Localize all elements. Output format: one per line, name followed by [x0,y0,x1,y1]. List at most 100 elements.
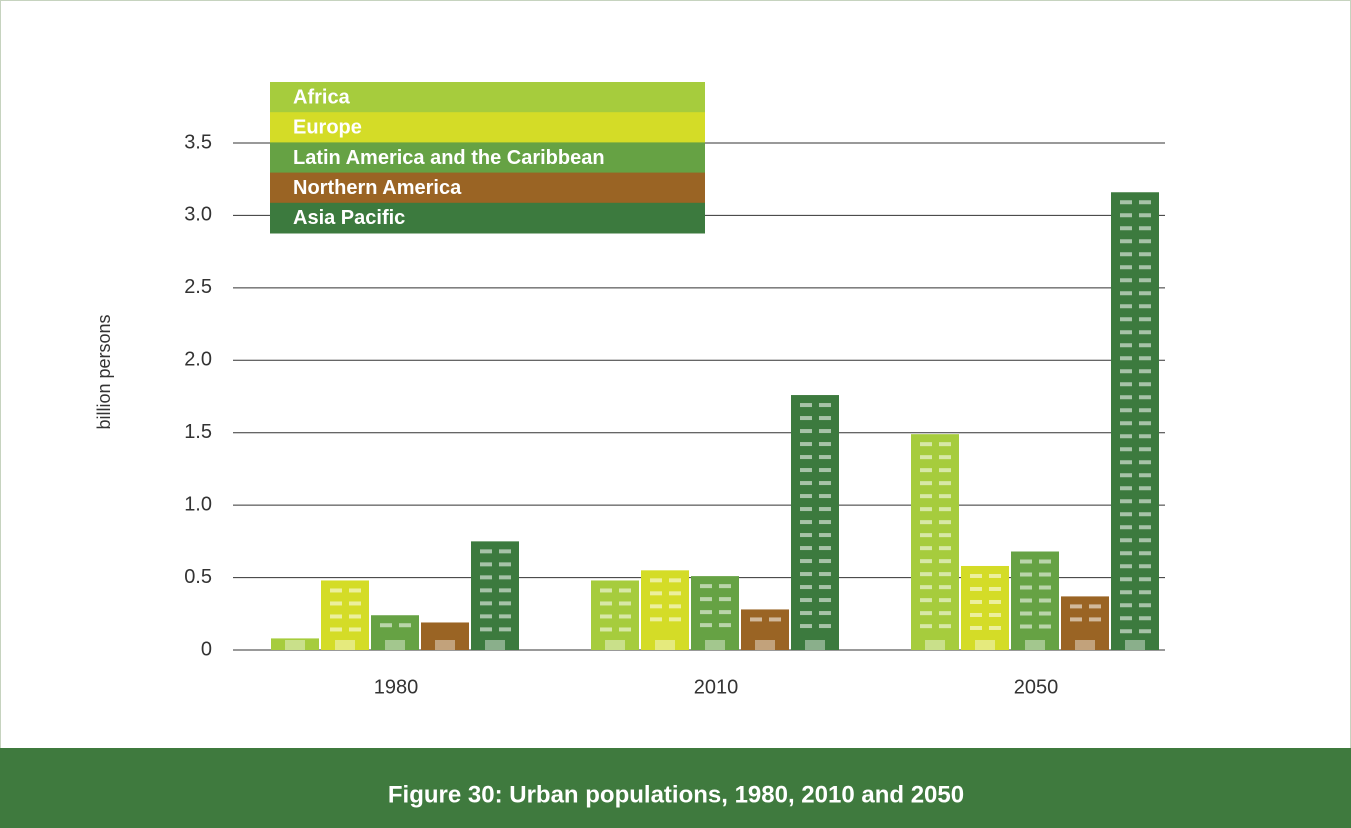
window [989,573,1001,578]
window [619,601,631,606]
window [480,575,492,580]
window [819,442,831,447]
window [939,624,951,629]
window [499,627,511,632]
window [1120,499,1132,504]
window [970,612,982,617]
window [1139,473,1151,478]
window [1089,604,1101,609]
window [650,617,662,622]
window [499,614,511,619]
window [330,627,342,632]
window [1120,629,1132,634]
window [499,562,511,567]
window [939,546,951,551]
window [800,598,812,603]
window [1039,585,1051,590]
window [989,625,1001,630]
window [1139,408,1151,413]
door [335,640,355,650]
window [819,403,831,408]
window [939,611,951,616]
window [1139,460,1151,465]
window [800,468,812,473]
window [1120,252,1132,257]
window [819,546,831,551]
window [349,627,361,632]
window [1120,551,1132,556]
window [700,597,712,602]
window [920,585,932,590]
window [669,604,681,609]
window [1120,291,1132,296]
window [1120,512,1132,517]
bar [421,622,469,650]
y-axis-label: billion persons [94,314,114,429]
window [600,588,612,593]
window [1120,538,1132,543]
window [939,585,951,590]
window [769,617,781,622]
window [819,598,831,603]
door [485,640,505,650]
window [920,442,932,447]
window [750,617,762,622]
x-tick-label: 2050 [1014,676,1059,698]
window [619,614,631,619]
window [939,533,951,538]
window [819,455,831,460]
window [800,572,812,577]
window [939,572,951,577]
y-tick-label: 1.5 [184,421,212,443]
window [819,429,831,434]
window [920,533,932,538]
window [1120,278,1132,283]
window [480,562,492,567]
window [1120,239,1132,244]
window [1020,611,1032,616]
window [1139,356,1151,361]
window [669,617,681,622]
window [480,614,492,619]
bar [741,609,789,650]
window [1120,421,1132,426]
window [499,575,511,580]
window [700,584,712,589]
window [1120,473,1132,478]
window [349,614,361,619]
window [1120,408,1132,413]
window [800,403,812,408]
window [1020,585,1032,590]
window [1120,330,1132,335]
window [970,586,982,591]
legend-swatch [270,112,705,143]
legend-label: Asia Pacific [293,207,405,229]
window [480,588,492,593]
window [1120,356,1132,361]
window [1139,252,1151,257]
window [700,610,712,615]
window [939,559,951,564]
window [1139,369,1151,374]
window [1120,460,1132,465]
legend-swatch [270,142,705,174]
window [1139,577,1151,582]
door [705,640,725,650]
window [1139,447,1151,452]
bar [471,541,519,650]
window [1120,265,1132,270]
door [1125,640,1145,650]
window [920,546,932,551]
caption-band [0,748,1351,828]
window [1139,499,1151,504]
window [1120,304,1132,309]
window [719,610,731,615]
x-tick-label: 2010 [694,676,739,698]
window [819,533,831,538]
window [349,588,361,593]
window [650,591,662,596]
window [1139,226,1151,231]
window [1139,590,1151,595]
window [600,627,612,632]
